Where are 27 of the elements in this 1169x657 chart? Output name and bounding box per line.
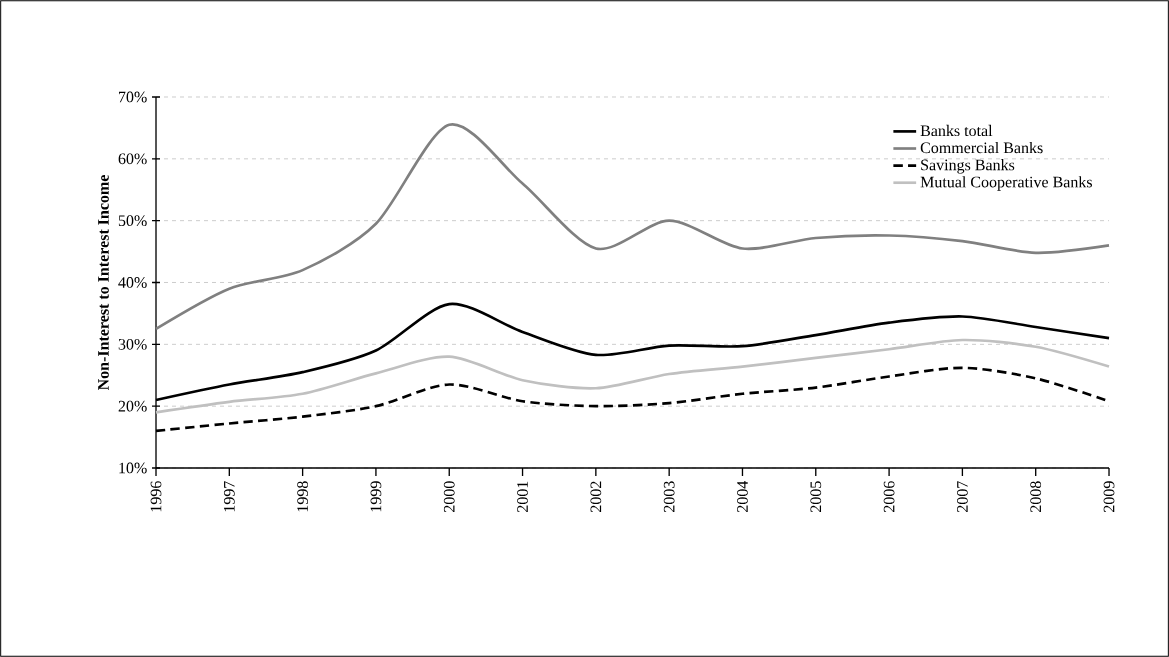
x-tick-label: 2008 (1030, 481, 1042, 512)
x-tick-label: 2000 (443, 481, 455, 512)
legend-label: Commercial Banks (920, 141, 1043, 154)
x-tick-label: 1996 (150, 481, 162, 512)
y-tick-label: 40% (118, 277, 147, 288)
x-tick-label: 1998 (297, 481, 309, 512)
legend-label: Savings Banks (921, 159, 1015, 174)
legend-label: Banks total (920, 124, 993, 137)
line-series (154, 123, 1111, 331)
x-tick-label: 2003 (663, 481, 675, 512)
y-tick-label: 50% (118, 215, 147, 227)
y-tick-label: 60% (118, 153, 147, 165)
x-tick-label: 1999 (370, 481, 382, 512)
x-tick-label: 2002 (590, 481, 602, 512)
x-tick-label: 2007 (957, 481, 968, 512)
x-tick-label: 1997 (223, 481, 235, 512)
x-tick-label: 2001 (517, 481, 528, 512)
legend-label: Mutual Cooperative Banks (920, 176, 1092, 191)
y-tick-label: 30% (118, 338, 147, 350)
x-tick-label: 2004 (737, 480, 748, 512)
x-tick-label: 2005 (810, 481, 822, 512)
y-tick-label: 70% (119, 91, 147, 103)
x-tick-label: 2009 (1103, 481, 1115, 512)
y-tick-label: 10% (119, 462, 147, 474)
x-tick-label: 2006 (883, 481, 895, 512)
y-tick-label: 20% (118, 400, 147, 412)
y-axis-title: Non-Interest to Interest Income (98, 175, 109, 391)
